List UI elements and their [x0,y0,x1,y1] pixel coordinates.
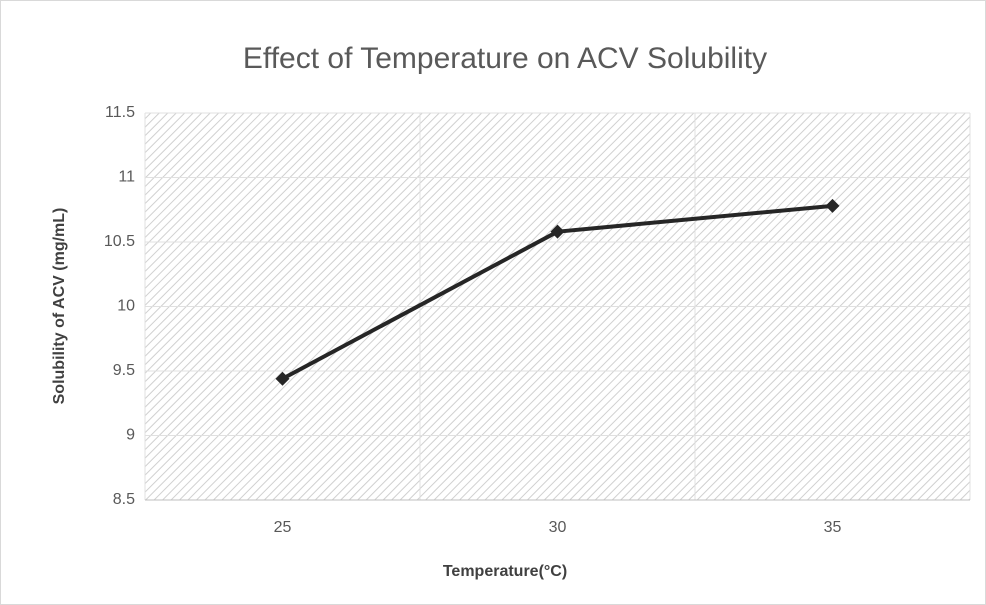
x-tick-label: 35 [824,519,842,536]
marker [275,371,290,386]
y-axis-label: Solubility of ACV (mg/mL) [51,208,68,405]
x-tick-label: 25 [274,519,292,536]
y-tick-label: 10 [117,298,135,315]
y-tick-label: 11 [118,169,135,186]
y-tick-label: 11.5 [105,104,135,121]
y-tick-label: 10.5 [104,233,135,250]
y-tick-label: 9 [126,427,135,444]
marker [825,198,840,213]
x-tick-label: 30 [549,519,567,536]
y-tick-label: 9.5 [113,362,135,379]
x-axis-label: Temperature(°C) [443,563,567,580]
chart-title: Effect of Temperature on ACV Solubility [243,42,767,75]
marker [550,224,565,239]
y-tick-label: 8.5 [113,491,135,508]
